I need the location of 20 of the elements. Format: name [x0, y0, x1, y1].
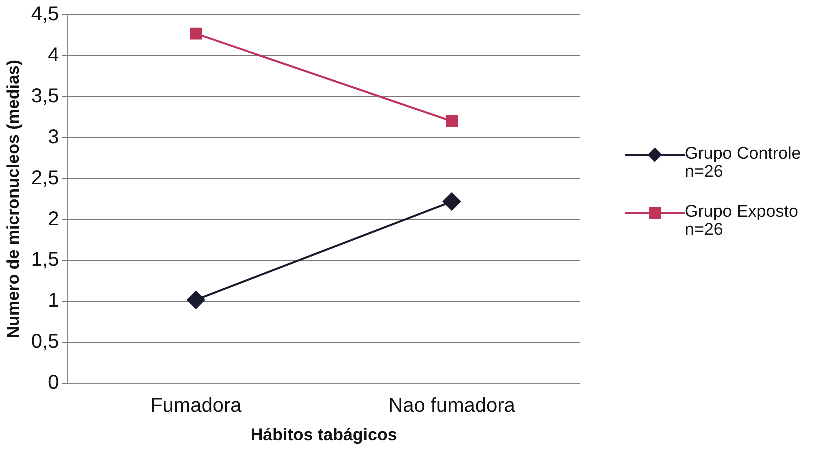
y-tick-label: 4: [48, 44, 60, 66]
y-tick-label: 1: [48, 290, 60, 312]
y-tick-label: 2: [48, 208, 60, 230]
legend-label: Grupo Controle n=26: [685, 144, 802, 181]
point: [190, 28, 202, 40]
point: [446, 116, 458, 128]
y-tick-label: 2,5: [31, 167, 60, 190]
y-tick-label: 0: [48, 372, 60, 394]
y-tick-label: 3: [48, 126, 60, 148]
y-tick-label: 0,5: [31, 331, 60, 354]
legend-label: Grupo Exposto n=26: [685, 202, 798, 239]
y-tick-label: 1,5: [31, 249, 60, 272]
point: [187, 291, 206, 310]
y-tick-label: 4,5: [31, 4, 60, 26]
x-axis-title: Hábitos tabágicos: [250, 425, 398, 444]
y-axis-title: Numero de micronucleos (medias): [4, 60, 23, 339]
y-tick-label: 3,5: [31, 85, 60, 108]
x-tick-label: Fumadora: [150, 395, 243, 418]
x-tick-label: Nao fumadora: [388, 395, 516, 418]
point: [443, 192, 462, 211]
